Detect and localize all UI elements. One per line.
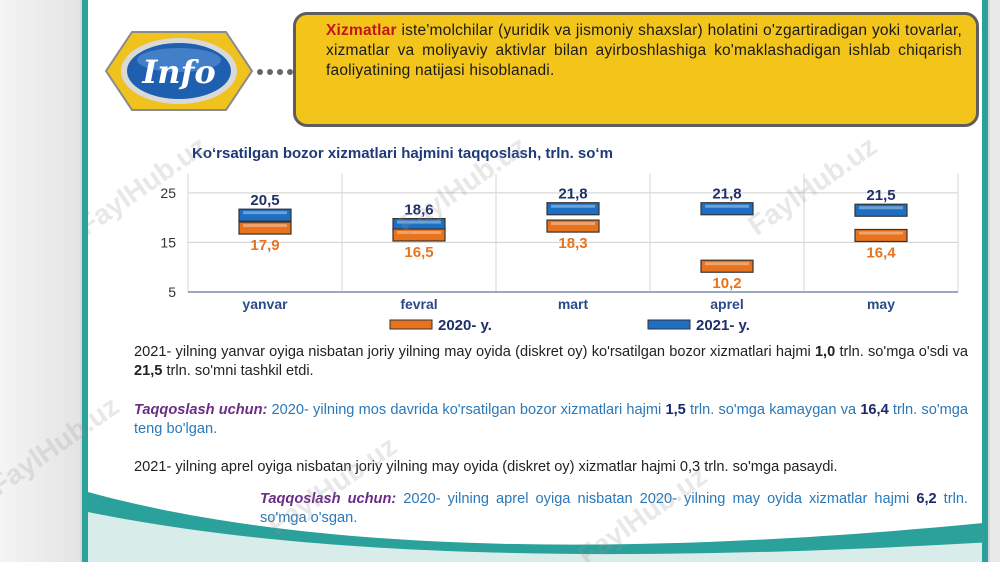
category-label: aprel: [710, 296, 743, 312]
info-logo-text: Info: [141, 53, 215, 91]
data-label-2020: 16,5: [404, 244, 433, 261]
definition-box: Xizmatlar iste'molchilar (yuridik va jis…: [293, 12, 979, 127]
legend-swatch: [389, 319, 433, 330]
p4-text-a: 2020- yilning aprel oyiga nisbatan 2020-…: [396, 491, 917, 507]
p4-lead: Taqqoslash uchun:: [260, 491, 397, 507]
bar-chart: 25 15 5 20,5 17,9 yanvar 18,6 16,5 fevral 21,8 18,…: [160, 174, 959, 334]
connector-dots: [257, 69, 293, 75]
bar-2021-highlight: [859, 206, 903, 210]
left-background: [0, 0, 80, 562]
bar-2020: [238, 221, 292, 235]
bar-2020-highlight: [859, 231, 903, 235]
p2-text-c: trln. so'mga teng bo'lgan.: [134, 402, 968, 437]
paragraph-3: 2021- yilning aprel oyiga nisbatan joriy…: [134, 459, 838, 475]
p1-text-c: trln. so'mni tashkil etdi.: [162, 362, 314, 379]
p2-value-2: 16,4: [860, 402, 889, 418]
category-label: yanvar: [242, 296, 288, 312]
bar-2021: [546, 202, 600, 216]
p4-text-b: trln. so'mga o'sgan.: [260, 491, 968, 526]
bar-2020: [392, 228, 446, 242]
bar-2021: [238, 208, 292, 222]
bar-2021-highlight: [551, 204, 595, 208]
p1-value-2: 21,5: [134, 362, 163, 379]
data-label-2021: 21,8: [558, 186, 587, 203]
data-label-2020: 16,4: [866, 244, 896, 261]
category-label: mart: [558, 296, 589, 312]
p1-text-a: 2021- yilning yanvar oyiga nisbatan jori…: [134, 344, 815, 360]
bar-2020-highlight: [243, 224, 287, 228]
data-label-2020: 10,2: [712, 275, 741, 292]
p4-value: 6,2: [916, 491, 937, 507]
legend-label: 2020- y.: [438, 317, 492, 334]
data-label-2020: 17,9: [250, 237, 279, 254]
bar-2020-highlight: [551, 222, 595, 226]
data-label-2021: 18,6: [404, 202, 433, 219]
legend-label: 2021- y.: [696, 317, 750, 334]
bar-2021: [700, 202, 754, 216]
y-tick-label: 25: [160, 185, 176, 201]
bar-2021-highlight: [705, 204, 749, 208]
bar-2020: [854, 228, 908, 243]
p2-value-1: 1,5: [665, 402, 686, 418]
bar-2021: [854, 203, 908, 217]
category-label: may: [867, 296, 895, 312]
category-label: fevral: [400, 296, 437, 312]
chart-title: Ko‘rsatilgan bozor xizmatlari hajmini ta…: [192, 145, 613, 162]
bar-2020: [700, 259, 754, 273]
right-background: [990, 0, 1000, 562]
legend-swatch: [647, 319, 691, 330]
y-tick-label: 5: [168, 284, 176, 300]
p1-value-1: 1,0: [814, 344, 836, 360]
y-tick-label: 15: [160, 234, 176, 250]
bar-2021-highlight: [397, 220, 441, 224]
definition-body: iste'molchilar (yuridik va jismoniy shax…: [326, 22, 962, 79]
p2-lead: Taqqoslash uchun:: [134, 402, 268, 418]
info-logo-icon: Info: [104, 31, 254, 111]
bottom-wave-decoration: [88, 492, 982, 562]
bar-2021-highlight: [243, 211, 287, 215]
p2-text-b: trln. so'mga kamaygan va: [685, 402, 861, 418]
paragraph-2: Taqqoslash uchun: 2020- yilning mos davr…: [134, 401, 968, 438]
data-label-2020: 18,3: [558, 235, 587, 252]
bar-2020-highlight: [705, 262, 749, 266]
definition-text: Xizmatlar iste'molchilar (yuridik va jis…: [326, 21, 962, 81]
data-label-2021: 21,5: [866, 187, 895, 204]
slide: Info Xizmatlar iste'molchilar (yuridik v…: [82, 0, 988, 562]
bar-2020-highlight: [397, 231, 441, 234]
data-label-2021: 21,8: [712, 186, 741, 203]
definition-term: Xizmatlar: [326, 22, 397, 39]
paragraph-1: 2021- yilning yanvar oyiga nisbatan jori…: [134, 343, 968, 380]
p1-text-b: trln. so'mga o'sdi va: [835, 344, 969, 360]
bar-2020: [546, 219, 600, 233]
paragraph-4: Taqqoslash uchun: 2020- yilning aprel oy…: [260, 490, 968, 527]
data-label-2021: 20,5: [250, 192, 279, 209]
p2-text-a: 2020- yilning mos davrida ko'rsatilgan b…: [267, 402, 666, 418]
